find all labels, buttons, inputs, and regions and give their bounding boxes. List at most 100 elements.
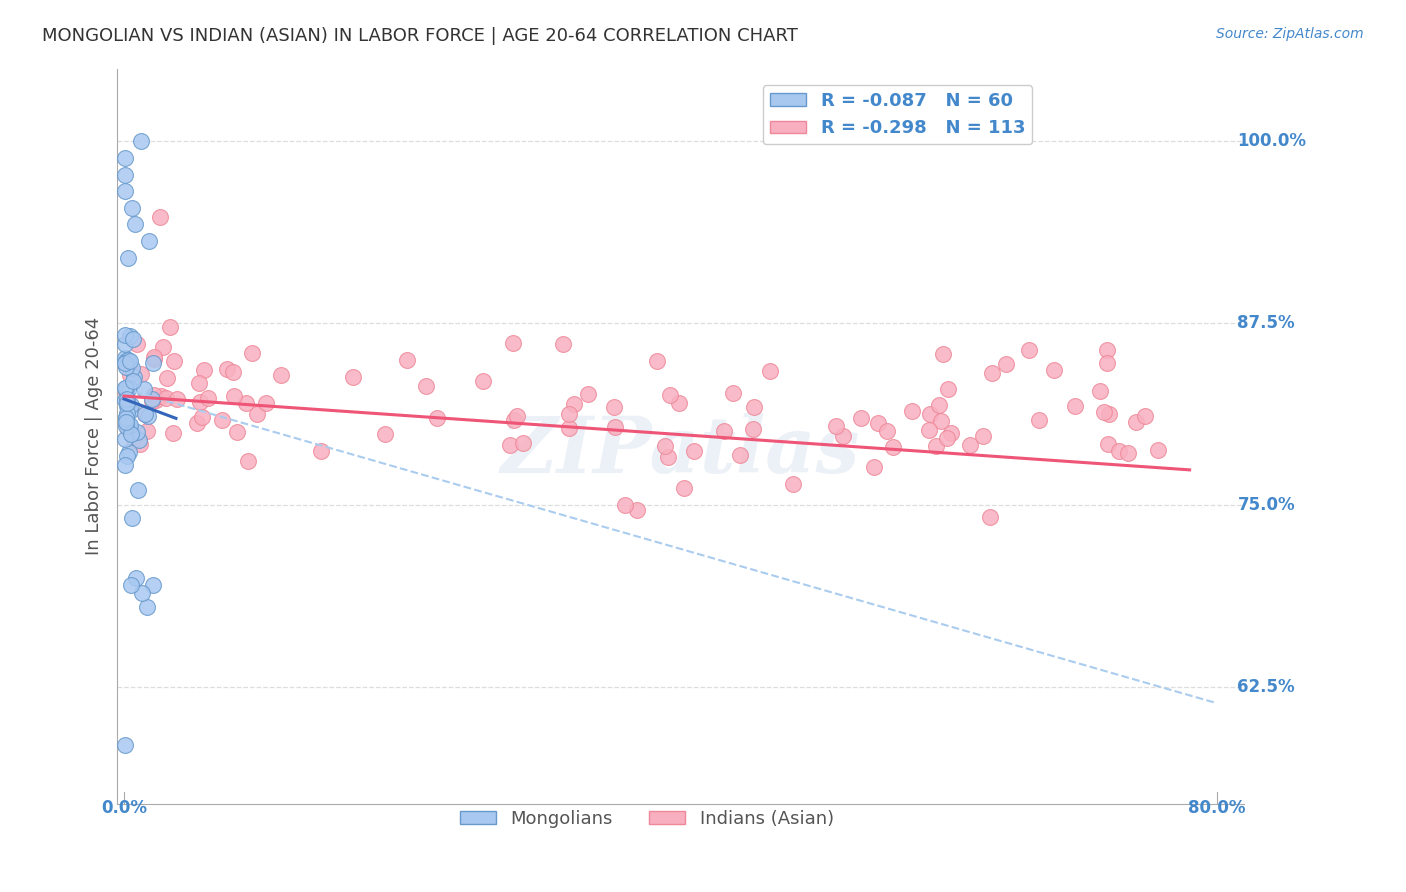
Point [654,439,676,453]
Point [925,439,948,453]
Point [115,392,138,406]
Point [114,392,136,407]
Text: Source: ZipAtlas.com: Source: ZipAtlas.com [1216,27,1364,41]
Point [114,351,136,366]
Point [114,432,136,446]
Point [558,421,581,435]
Point [342,369,364,384]
Point [125,571,148,585]
Point [1133,409,1156,423]
Point [222,365,245,379]
Point [936,382,959,396]
Point [1116,446,1139,460]
Point [115,384,138,399]
Point [1028,412,1050,426]
Point [117,396,139,410]
Point [235,395,257,409]
Point [211,413,233,427]
Text: ZIPatlas: ZIPatlas [501,412,860,489]
Point [186,416,208,430]
Point [114,151,136,165]
Point [125,425,148,439]
Point [117,251,139,265]
Point [142,356,165,370]
Point [236,453,259,467]
Text: 75.0%: 75.0% [1237,496,1295,514]
Point [124,218,146,232]
Point [626,502,648,516]
Point [939,426,962,441]
Point [120,427,142,442]
Point [121,578,143,592]
Point [395,352,418,367]
Point [512,435,534,450]
Point [931,414,953,428]
Point [115,400,138,414]
Point [935,431,957,445]
Point [115,380,138,394]
Point [730,448,752,462]
Point [832,428,855,442]
Point [129,368,152,382]
Point [226,425,249,439]
Point [120,404,142,418]
Point [920,407,942,421]
Point [876,424,898,438]
Point [683,443,706,458]
Point [117,352,139,367]
Point [114,410,136,425]
Point [193,363,215,377]
Point [506,409,529,424]
Point [502,336,524,351]
Point [614,498,637,512]
Point [222,389,245,403]
Point [122,332,145,346]
Point [254,396,277,410]
Point [122,369,145,384]
Point [114,382,136,396]
Point [645,354,668,368]
Point [868,417,890,431]
Point [143,388,166,402]
Point [115,409,138,424]
Point [114,168,136,182]
Point [1064,399,1087,413]
Point [551,337,574,351]
Point [995,357,1018,371]
Point [115,406,138,420]
Point [163,353,186,368]
Point [1098,407,1121,421]
Point [1097,437,1119,451]
Point [156,371,179,385]
Point [1095,343,1118,358]
Point [117,398,139,412]
Point [1147,443,1170,458]
Point [114,353,136,368]
Point [849,410,872,425]
Point [117,422,139,436]
Text: 62.5%: 62.5% [1237,678,1295,696]
Point [215,362,238,376]
Point [1095,356,1118,370]
Point [114,356,136,370]
Point [503,413,526,427]
Point [118,419,141,434]
Point [197,391,219,405]
Point [128,433,150,447]
Point [558,407,581,421]
Point [129,437,152,451]
Point [415,378,437,392]
Text: MONGOLIAN VS INDIAN (ASIAN) IN LABOR FORCE | AGE 20-64 CORRELATION CHART: MONGOLIAN VS INDIAN (ASIAN) IN LABOR FOR… [42,27,799,45]
Point [155,391,177,405]
Point [979,509,1001,524]
Point [134,407,156,421]
Point [191,409,214,424]
Point [603,419,626,434]
Point [124,434,146,448]
Point [188,376,211,391]
Point [825,419,848,434]
Point [1092,405,1115,419]
Point [138,409,160,424]
Point [668,396,690,410]
Point [1018,343,1040,358]
